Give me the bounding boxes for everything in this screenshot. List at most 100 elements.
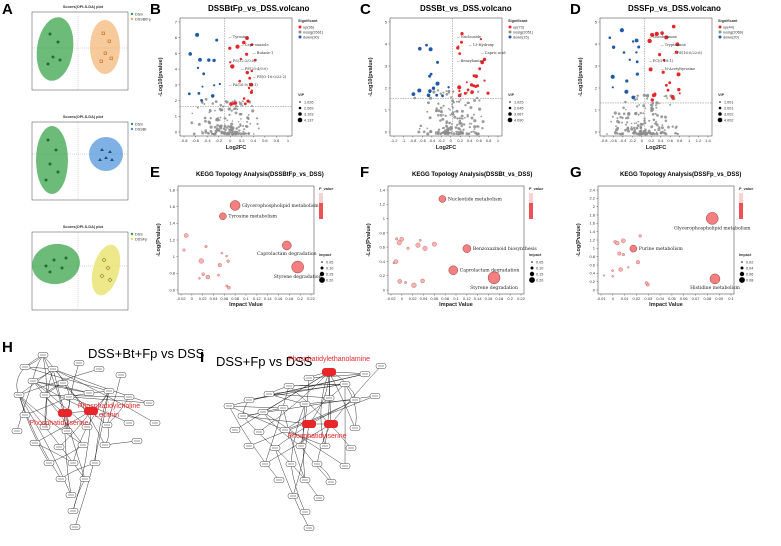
- up-point: [482, 57, 487, 62]
- network-edge: [52, 368, 150, 404]
- network-edge: [68, 396, 150, 404]
- panel-letter-d: D: [570, 1, 581, 18]
- compound-id-text: [328, 481, 334, 483]
- opls-title-1: Scores(OPLS-DA) plot: [63, 5, 104, 9]
- vip-size-swatch: [718, 112, 722, 116]
- legend-swatch: [298, 35, 302, 39]
- compound-id-text: [302, 403, 308, 405]
- volcano-plot-d: -0.8 -0.6 -0.4 -0.2 0 0.2 0.4 0.6 0.8 1 1.2 1.4 0 1 2 3…: [578, 17, 744, 151]
- legend-label: down(30): [303, 35, 320, 39]
- nosig-point: [459, 117, 461, 120]
- nosig-point: [663, 95, 666, 98]
- pvalue-legend-title: P_value: [319, 187, 333, 191]
- y-tick-label: 1: [175, 114, 178, 119]
- x-tick-label: 0.4: [467, 138, 473, 143]
- nosig-point: [651, 107, 655, 111]
- down-point: [441, 94, 444, 98]
- nosig-point: [203, 116, 207, 120]
- metabolite-annotation: PE(20:4/0:0): [245, 67, 269, 71]
- x-tick-label: 1: [688, 138, 691, 143]
- y-axis-label: -Log10(pvalue): [368, 57, 374, 96]
- x-axis-label: Log2FC: [436, 145, 456, 151]
- pathway-bubble: [621, 253, 625, 257]
- nosig-point: [231, 132, 235, 135]
- pathway-bubble: [627, 266, 630, 269]
- x-tick-label: 0: [229, 138, 232, 143]
- network-edge: [104, 424, 110, 446]
- y-tick-label: 2: [593, 204, 596, 209]
- compound-id-text: [82, 478, 88, 480]
- hub-label: Phosphatidylserine: [29, 420, 88, 427]
- up-point: [250, 43, 254, 46]
- nosig-point: [481, 120, 485, 124]
- nosig-point: [474, 131, 477, 135]
- nosig-point: [470, 116, 474, 120]
- compound-id-text: [226, 405, 232, 407]
- compound-id-text: [306, 377, 312, 379]
- compound-id-text: [102, 444, 108, 446]
- pathway-bubble: [198, 277, 201, 280]
- vip-size-swatch: [718, 106, 722, 110]
- pvalue-gradient: [529, 193, 533, 219]
- nosig-point: [219, 125, 222, 129]
- compound-id-text: [256, 431, 262, 433]
- y-tick-label: 0: [175, 129, 178, 134]
- nosig-point: [446, 129, 450, 132]
- nosig-point: [458, 122, 461, 125]
- volcano-title-c: DSSBt_vs_DSS.volcano: [420, 4, 512, 13]
- y-tick-label: 0: [593, 287, 596, 292]
- x-tick-label: 0.2: [457, 138, 463, 143]
- pvalue-gradient: [319, 193, 323, 219]
- nosig-point: [216, 117, 220, 121]
- opls-plot-1: Scores(OPLS-DA) plot DSS DSSBtFp: [31, 5, 151, 91]
- up-point: [654, 31, 659, 36]
- nosig-point: [636, 98, 638, 101]
- nosig-point: [217, 128, 220, 132]
- impact-size-swatch: [320, 266, 324, 270]
- x-tick-label: 0: [401, 296, 404, 301]
- pvalue-legend-title: P_value: [739, 187, 753, 191]
- x-tick-label: 0.14: [264, 296, 273, 301]
- nosig-point: [621, 121, 624, 124]
- opls-legend-3a: DSS: [135, 233, 143, 237]
- nosig-point: [437, 109, 441, 113]
- legend-swatch: [298, 30, 302, 34]
- metabolite-annotation: Tryptamine: [665, 43, 686, 47]
- up-point: [229, 102, 233, 106]
- compound-id-text: [66, 396, 72, 398]
- hub-label: Phosphatidylserine: [287, 433, 346, 440]
- x-axis-label: Log2FC: [226, 145, 246, 151]
- nosig-point: [660, 115, 664, 119]
- up-point: [676, 72, 681, 77]
- nosig-point: [616, 117, 619, 120]
- network-title-i: DSS+Fp vs DSS: [216, 354, 313, 369]
- annotation-leader: [672, 52, 676, 55]
- vip-size-swatch: [298, 106, 302, 110]
- nosig-point: [652, 113, 654, 116]
- nosig-point: [648, 119, 651, 122]
- nosig-point: [659, 131, 663, 135]
- compound-id-text: [104, 424, 110, 426]
- impact-size-swatch: [741, 261, 743, 263]
- nosig-point: [468, 122, 471, 125]
- network-edge: [16, 366, 26, 396]
- pathway-bubble: [615, 241, 620, 246]
- down-point: [215, 38, 219, 42]
- panel-letter-h: H: [2, 339, 13, 356]
- nosig-point: [462, 128, 465, 131]
- legend-swatch: [718, 30, 722, 34]
- nosig-point: [204, 119, 207, 123]
- nosig-point: [450, 133, 453, 135]
- up-point: [247, 86, 251, 90]
- down-point: [436, 60, 439, 64]
- pathway-bubble: [205, 274, 210, 280]
- network-edge: [72, 410, 92, 512]
- y-tick-label: 3: [175, 82, 178, 87]
- metabolite-annotation: Theobromine: [653, 35, 677, 39]
- up-point: [665, 83, 668, 87]
- up-point: [242, 97, 246, 100]
- nosig-point: [226, 119, 229, 122]
- up-point: [658, 53, 662, 57]
- nosig-point: [434, 132, 437, 135]
- y-tick-label: 1.2: [379, 202, 385, 207]
